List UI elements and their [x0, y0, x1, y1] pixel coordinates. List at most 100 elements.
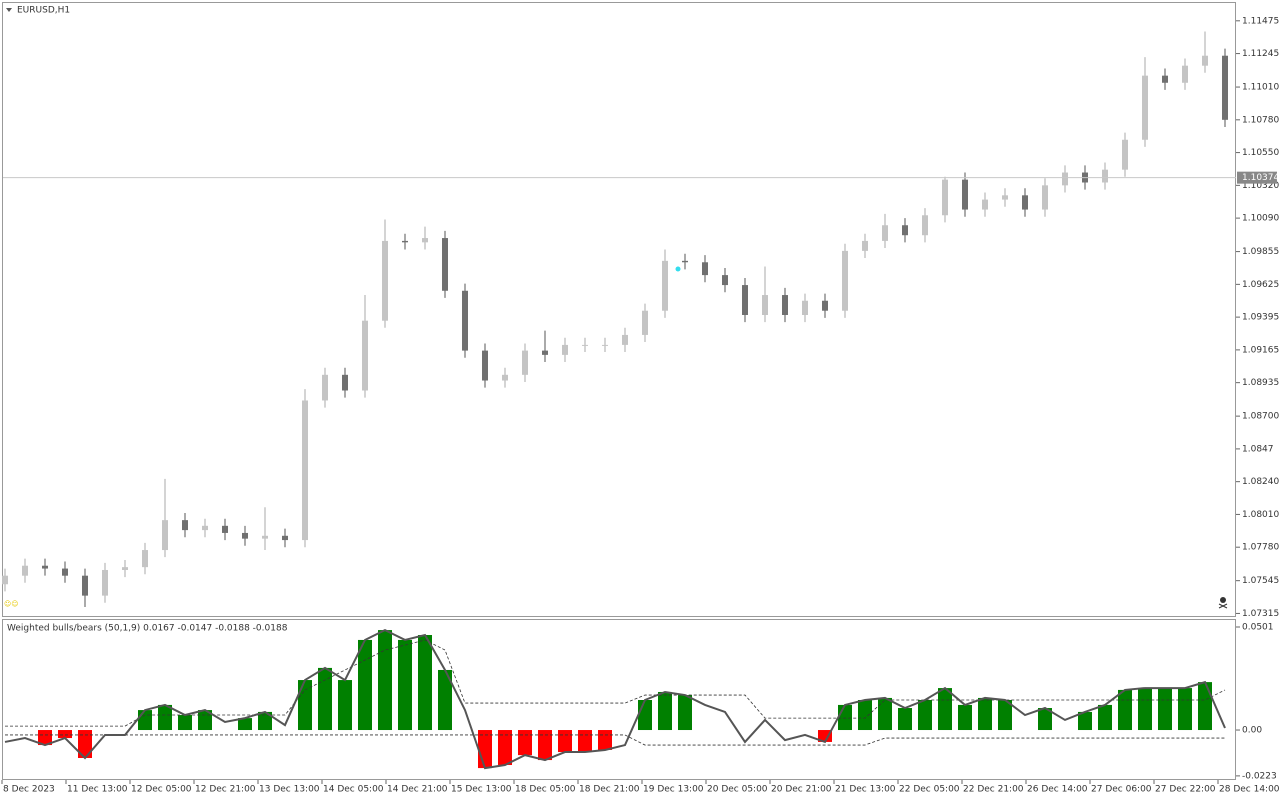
candle-body	[1182, 65, 1188, 83]
histogram-bar	[678, 695, 692, 731]
histogram-bar	[338, 680, 352, 731]
candle-body	[1142, 75, 1148, 140]
y-tick-label: -0.0223	[1242, 771, 1277, 781]
histogram-bar	[918, 700, 932, 731]
candle-body	[1202, 55, 1208, 66]
candle-body	[1222, 55, 1228, 120]
expert-icon: ☺☺	[4, 600, 19, 608]
y-tick-label: 1.10550	[1242, 148, 1279, 158]
histogram-bar	[418, 635, 432, 731]
histogram-bar	[958, 704, 972, 731]
candle-body	[102, 569, 108, 596]
histogram-bar	[1118, 689, 1132, 731]
y-tick-label: 1.11245	[1242, 49, 1279, 59]
upper-band	[5, 639, 1226, 727]
histogram-bar	[838, 704, 852, 731]
candle-body	[1022, 195, 1028, 210]
lower-band	[5, 734, 1225, 746]
candle-body	[122, 567, 128, 570]
x-tick-label: 18 Dec 05:00	[515, 785, 576, 795]
candle-body	[162, 520, 168, 551]
candle-body	[282, 535, 288, 541]
candle-body	[1102, 169, 1108, 183]
candle-body	[542, 350, 548, 355]
histogram-bar	[558, 730, 572, 753]
x-tick-label: 20 Dec 21:00	[771, 785, 832, 795]
y-tick-label: 1.09165	[1242, 345, 1279, 355]
histogram-bar	[898, 708, 912, 731]
candle-body	[962, 179, 968, 210]
histogram-bar	[178, 715, 192, 731]
y-tick-label: 1.10320	[1242, 181, 1279, 191]
candle-body	[462, 290, 468, 351]
candle-body	[522, 350, 528, 375]
histogram-bar	[318, 667, 332, 731]
dropdown-arrow[interactable]	[6, 8, 12, 12]
histogram-bar	[158, 704, 172, 731]
histogram-bar	[78, 730, 92, 758]
candle-body	[662, 260, 668, 311]
candle-body	[722, 275, 728, 286]
x-tick-label: 12 Dec 05:00	[131, 785, 192, 795]
y-tick-label: 0.00	[1242, 726, 1262, 736]
histogram-bar	[1138, 688, 1152, 731]
x-tick-label: 20 Dec 05:00	[707, 785, 768, 795]
candle-body	[902, 225, 908, 236]
histogram-bar	[978, 697, 992, 731]
candle-body	[1042, 185, 1048, 210]
candle-body	[762, 295, 768, 315]
candle-body	[62, 568, 68, 576]
candle-body	[782, 295, 788, 315]
histogram-bar	[378, 630, 392, 731]
y-tick-label: 1.08240	[1242, 477, 1279, 487]
indicator-line	[4, 628, 1226, 770]
histogram-bar	[38, 730, 52, 746]
x-tick-label: 22 Dec 21:00	[963, 785, 1024, 795]
current-price-label: 1.10374	[1242, 173, 1279, 183]
histogram-bar	[398, 639, 412, 731]
x-tick-label: 14 Dec 05:00	[323, 785, 384, 795]
y-tick-label: 1.09395	[1242, 313, 1279, 323]
skull-icon[interactable]	[1218, 597, 1228, 609]
y-tick-label: 1.07780	[1242, 543, 1279, 553]
candle-body	[422, 238, 428, 243]
x-tick-label: 14 Dec 21:00	[387, 785, 448, 795]
y-tick-label: 1.10090	[1242, 214, 1279, 224]
histogram-bar	[478, 730, 492, 769]
candle-body	[702, 262, 708, 276]
histogram-bar	[638, 700, 652, 731]
candle-body	[1002, 195, 1008, 200]
candle-body	[382, 240, 388, 321]
candle-body	[1162, 75, 1168, 83]
candle-body	[1122, 139, 1128, 170]
x-tick-label: 18 Dec 21:00	[579, 785, 640, 795]
candle-body	[922, 215, 928, 236]
histogram-bar	[138, 710, 152, 731]
candle-body	[322, 374, 328, 401]
y-tick-label: 1.07545	[1242, 576, 1279, 586]
candle-body	[242, 532, 248, 539]
y-tick-label: 1.09855	[1242, 247, 1279, 257]
histogram-bar	[498, 730, 512, 765]
y-tick-label: 1.07315	[1242, 609, 1279, 619]
x-tick-label: 8 Dec 2023	[3, 785, 55, 795]
trade-marker	[675, 266, 681, 272]
candle-body	[22, 565, 28, 576]
histogram-bar	[858, 700, 872, 731]
y-tick-label: 1.08010	[1242, 510, 1279, 520]
histogram-bar	[538, 730, 552, 761]
x-tick-label: 21 Dec 13:00	[835, 785, 896, 795]
candle-body	[562, 344, 568, 355]
x-tick-label: 27 Dec 22:00	[1155, 785, 1216, 795]
histogram-bar	[518, 730, 532, 756]
histogram-bar	[998, 700, 1012, 731]
y-tick-label: 1.11475	[1242, 16, 1279, 26]
histogram-bar	[1098, 704, 1112, 731]
candle-body	[862, 240, 868, 251]
candle-body	[82, 575, 88, 596]
candle-body	[222, 525, 228, 533]
histogram-bar	[358, 639, 372, 731]
x-tick-label: 15 Dec 13:00	[451, 785, 512, 795]
